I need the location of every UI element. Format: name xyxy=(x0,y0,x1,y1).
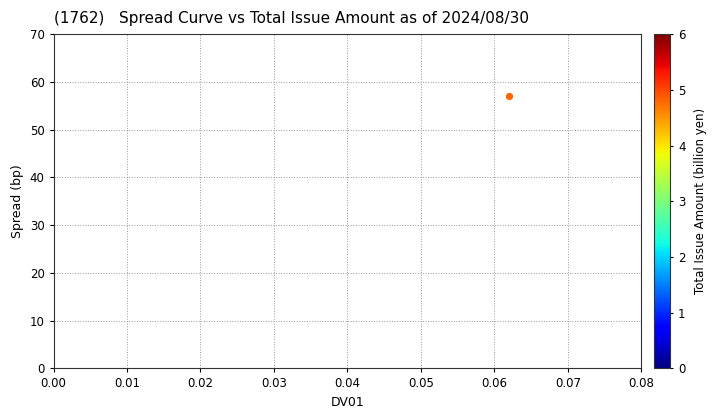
Point xyxy=(503,93,515,100)
X-axis label: DV01: DV01 xyxy=(330,396,364,409)
Text: (1762)   Spread Curve vs Total Issue Amount as of 2024/08/30: (1762) Spread Curve vs Total Issue Amoun… xyxy=(53,11,528,26)
Y-axis label: Total Issue Amount (billion yen): Total Issue Amount (billion yen) xyxy=(694,108,707,294)
Y-axis label: Spread (bp): Spread (bp) xyxy=(11,164,24,238)
